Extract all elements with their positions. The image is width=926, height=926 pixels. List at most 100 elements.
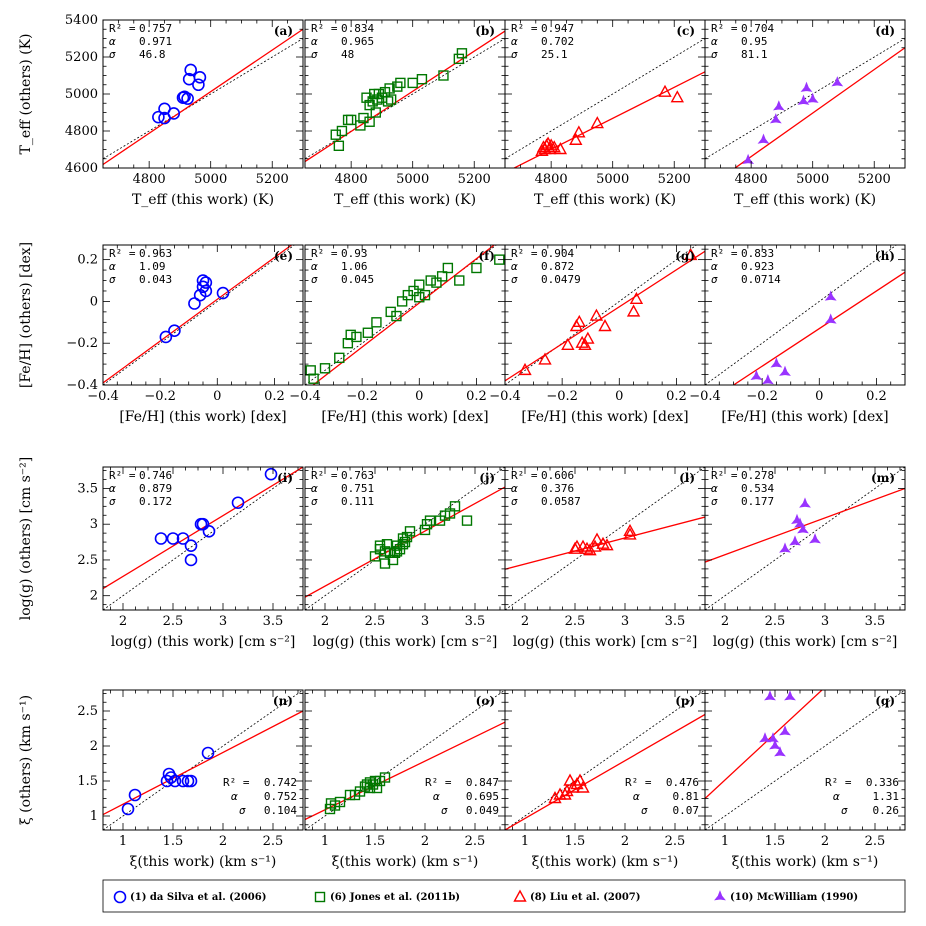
stat-alpha-value: 0.923 xyxy=(741,260,774,273)
x-tick-label: 3.5 xyxy=(465,614,486,629)
data-point xyxy=(575,335,589,348)
data-point xyxy=(333,140,345,152)
stat-sigma-label: σ xyxy=(711,48,718,61)
legend-label: (1) da Silva et al. (2006) xyxy=(130,892,266,903)
y-axis-label: log(g) (others) [cm s⁻²] xyxy=(18,457,34,621)
data-point xyxy=(164,771,178,784)
data-point xyxy=(416,73,428,85)
data-point xyxy=(159,330,173,344)
x-tick-label: 4800 xyxy=(535,172,568,187)
data-point xyxy=(789,535,801,546)
panel-n: 1 1.5 2 2.5 1 1.5 2 2.5 (n) R² = 0.742 α 0.752 σ 0.104 xyxy=(77,689,304,849)
y-axis-label: [Fe/H] (others) [dex] xyxy=(18,242,34,388)
data-point xyxy=(824,313,837,324)
x-tick-label: 0.2 xyxy=(264,389,285,404)
stat-sigma-value: 0.045 xyxy=(341,273,374,286)
x-tick-label: 2 xyxy=(621,834,629,849)
panel-label: (l) xyxy=(679,471,695,485)
data-point xyxy=(385,94,397,105)
one-to-one-line xyxy=(505,467,705,610)
stat-r2-label: R² = xyxy=(109,247,136,260)
x-tick-label: 3.5 xyxy=(263,614,284,629)
panel-frame xyxy=(704,19,906,169)
y-tick-label: 4600 xyxy=(65,161,98,176)
legend-marker xyxy=(113,890,127,904)
y-tick-label: 1 xyxy=(90,809,98,824)
data-point xyxy=(449,501,461,512)
x-tick-label: 1 xyxy=(321,834,329,849)
data-point xyxy=(382,96,394,107)
data-point xyxy=(561,337,575,350)
x-tick-label: 3 xyxy=(219,614,227,629)
stat-alpha-label: α xyxy=(511,482,518,495)
stat-sigma-label: σ xyxy=(311,273,318,286)
data-point xyxy=(184,63,197,77)
legend-marker xyxy=(714,890,726,901)
stat-sigma-label: σ xyxy=(109,273,116,286)
data-point xyxy=(121,802,135,816)
x-tick-label: 2.5 xyxy=(163,614,184,629)
data-point xyxy=(797,94,810,105)
stat-r2-value: 0.833 xyxy=(741,247,774,260)
data-point xyxy=(560,784,574,797)
x-axis-label: ξ(this work) (km s⁻¹) xyxy=(130,854,277,870)
data-point xyxy=(371,317,382,328)
panel-frame xyxy=(102,689,304,831)
data-point xyxy=(623,527,637,540)
x-tick-label: 4800 xyxy=(735,172,768,187)
stat-sigma-value: 46.8 xyxy=(139,48,166,61)
panel-frame xyxy=(704,244,906,386)
data-point xyxy=(424,515,436,526)
x-axis-label: T_eff (this work) (K) xyxy=(734,192,876,208)
stat-r2-label: R² = xyxy=(625,776,652,789)
y-axis-label: T_eff (others) (K) xyxy=(18,33,34,154)
x-tick-label: 3 xyxy=(421,614,429,629)
data-point xyxy=(364,99,375,111)
stat-sigma-label: σ xyxy=(311,495,318,508)
panel-label: (c) xyxy=(676,24,695,38)
data-point xyxy=(456,48,468,59)
stat-alpha-value: 0.872 xyxy=(541,260,574,273)
data-point xyxy=(588,539,602,552)
x-tick-label: 1.5 xyxy=(365,834,386,849)
x-tick-label: 0.2 xyxy=(666,389,687,404)
data-point xyxy=(342,338,354,349)
data-point xyxy=(764,690,776,701)
data-point xyxy=(553,142,568,155)
data-point xyxy=(362,327,374,338)
data-point xyxy=(330,129,341,140)
data-point xyxy=(779,725,791,736)
data-point xyxy=(361,92,372,103)
stat-alpha-value: 1.31 xyxy=(873,790,900,803)
stat-r2-value: 0.606 xyxy=(541,469,574,482)
data-point xyxy=(770,357,783,368)
data-point xyxy=(573,773,587,786)
data-point xyxy=(176,532,190,545)
x-tick-label: 5000 xyxy=(396,172,429,187)
stat-alpha-label: α xyxy=(711,482,718,495)
stat-alpha-label: α xyxy=(511,260,518,273)
stat-r2-value: 0.904 xyxy=(541,247,574,260)
stat-r2-value: 0.93 xyxy=(341,247,368,260)
panel-label: (g) xyxy=(675,249,695,263)
stat-alpha-label: α xyxy=(511,35,518,48)
x-tick-label: −0.4 xyxy=(87,389,119,404)
panel-frame xyxy=(504,19,706,169)
x-axis-label: [Fe/H] (this work) [dex] xyxy=(321,409,488,425)
panel-frame xyxy=(304,244,506,386)
x-tick-label: 2.5 xyxy=(465,834,486,849)
x-tick-label: 5000 xyxy=(194,172,227,187)
x-axis-label: log(g) (this work) [cm s⁻²] xyxy=(513,634,698,650)
fit-line xyxy=(305,721,505,821)
data-point xyxy=(772,100,785,111)
one-to-one-line xyxy=(705,245,897,385)
y-tick-label: 2.5 xyxy=(77,704,98,719)
fit-line xyxy=(705,690,823,799)
